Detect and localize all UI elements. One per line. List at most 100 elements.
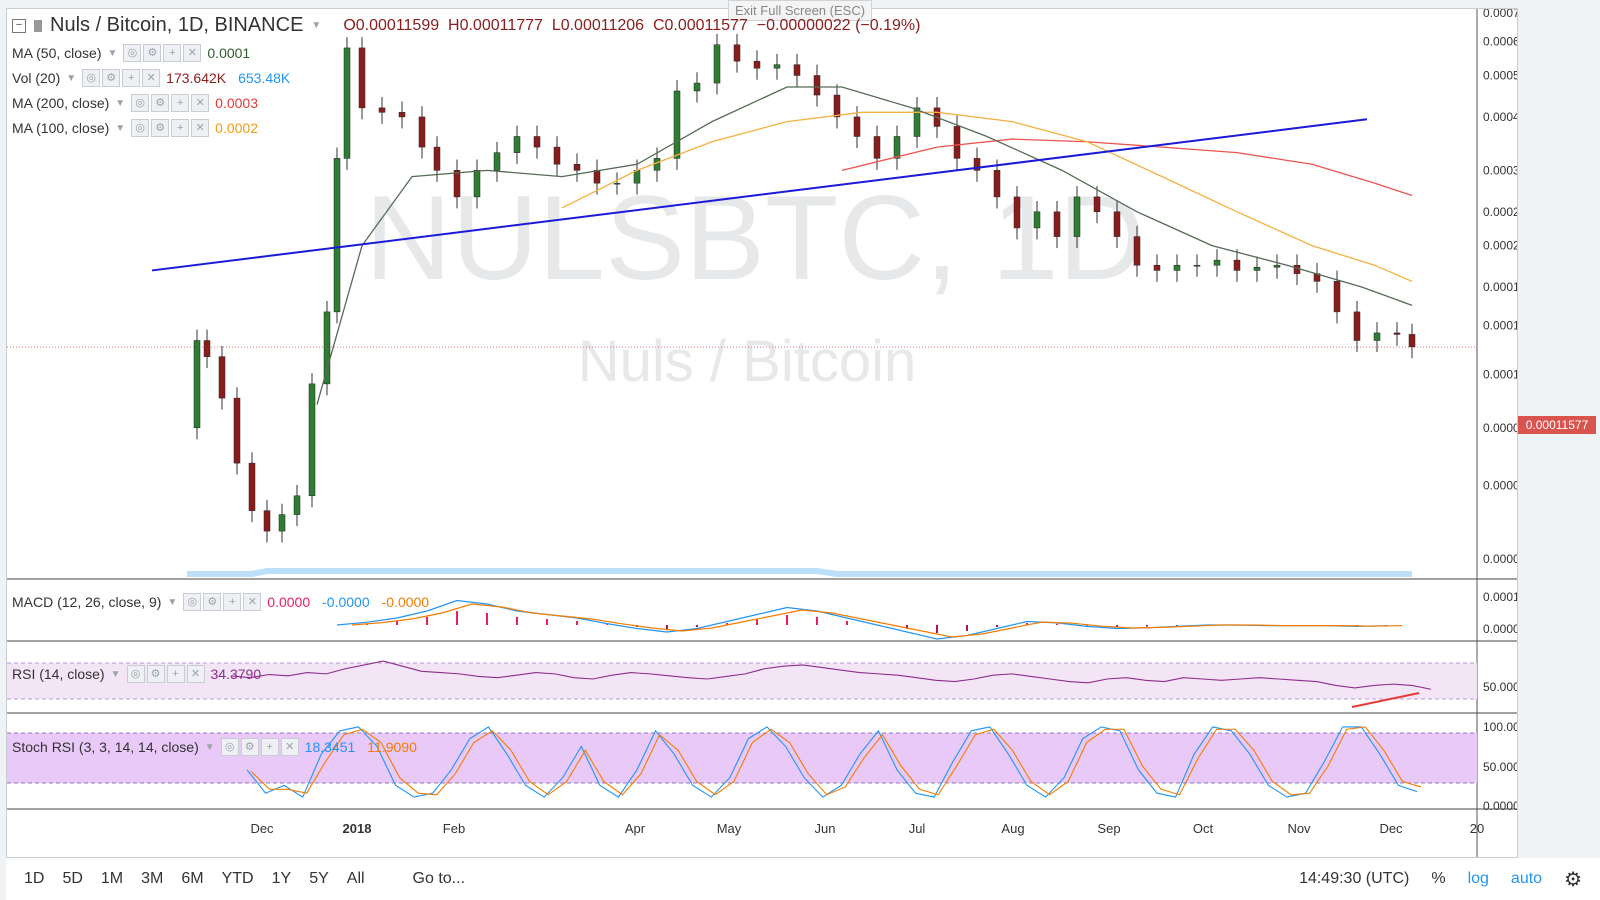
chart-svg: NULSBTC, 1D Nuls / Bitcoin 0.00070000 0.000…	[7, 9, 1517, 857]
current-price-label: 0.00011577	[1518, 416, 1596, 434]
indicator-tick-label: 50.0000	[1483, 680, 1517, 694]
eye-icon[interactable]: ◎	[123, 44, 142, 62]
candle-body	[418, 116, 426, 148]
chevron-down-icon[interactable]: ▼	[110, 668, 121, 680]
timeframe-1m[interactable]: 1M	[100, 870, 124, 887]
rsi-line	[230, 660, 1432, 690]
timeframe-all[interactable]: All	[346, 870, 365, 887]
candle-body	[913, 107, 921, 137]
collapse-icon[interactable]: –	[12, 18, 26, 33]
time-tick-label: 2018	[343, 821, 372, 836]
plus-icon[interactable]: +	[122, 69, 141, 87]
indicator-tick-label: 100.0000	[1483, 720, 1517, 734]
legend-ma200-label: MA (200, close)	[12, 95, 110, 111]
legend-ma50-label: MA (50, close)	[12, 45, 102, 61]
legend-ma200[interactable]: MA (200, close) ▼ ◎ ⚙ + ✕ 0.0003	[12, 94, 258, 112]
timeframe-1d[interactable]: 1D	[24, 870, 45, 887]
plus-icon[interactable]: +	[223, 593, 242, 611]
chevron-down-icon[interactable]: ▼	[107, 47, 118, 59]
candle-body	[653, 158, 661, 171]
indicator-tick-label: 0.0000	[1483, 622, 1517, 636]
timeframe-1y[interactable]: 1Y	[271, 870, 292, 887]
indicator-tick-label: 0.0000	[1483, 799, 1517, 813]
plus-icon[interactable]: +	[171, 119, 190, 137]
timeframe-6m[interactable]: 6M	[181, 870, 204, 887]
close-icon[interactable]: ✕	[142, 69, 161, 87]
candle-body	[1093, 196, 1101, 213]
time-tick-label: Apr	[625, 821, 646, 836]
eye-icon[interactable]: ◎	[183, 593, 202, 611]
candle-body	[453, 170, 461, 198]
candle-body	[1333, 281, 1341, 313]
time-tick-label: Feb	[443, 821, 465, 836]
gear-icon[interactable]: ⚙	[146, 665, 165, 683]
eye-icon[interactable]: ◎	[126, 665, 145, 683]
percent-toggle[interactable]: %	[1431, 870, 1446, 887]
close-icon[interactable]: ✕	[191, 94, 210, 112]
close-icon[interactable]: ✕	[186, 665, 205, 683]
price-tick-label: 0.00016000	[1483, 280, 1517, 294]
gear-icon[interactable]: ⚙	[240, 738, 259, 756]
legend-volume[interactable]: Vol (20) ▼ ◎ ⚙ + ✕ 173.642K 653.48K	[12, 69, 290, 87]
gear-icon[interactable]: ⚙	[203, 593, 222, 611]
plus-icon[interactable]: +	[166, 665, 185, 683]
legend-stoch[interactable]: Stoch RSI (3, 3, 14, 14, close) ▼ ◎ ⚙ + ✕ 1…	[12, 738, 417, 756]
chevron-down-icon[interactable]: ▼	[204, 741, 215, 753]
close-icon[interactable]: ✕	[243, 593, 262, 611]
price-tick-label: 0.00020000	[1483, 239, 1517, 253]
chevron-down-icon[interactable]: ▼	[115, 97, 126, 109]
chevron-down-icon[interactable]: ▼	[167, 596, 178, 608]
chart-area[interactable]: NULSBTC, 1D Nuls / Bitcoin 0.00070000 0.000…	[6, 8, 1518, 858]
close-icon[interactable]: ✕	[191, 119, 210, 137]
macd-value-3: -0.0000	[381, 594, 430, 610]
clock-readout[interactable]: 14:49:30 (UTC)	[1299, 870, 1410, 887]
timeframe-5d[interactable]: 5D	[62, 870, 83, 887]
chevron-down-icon[interactable]: ▼	[66, 72, 77, 84]
gear-icon[interactable]: ⚙	[143, 44, 162, 62]
plus-icon[interactable]: +	[171, 94, 190, 112]
gear-icon[interactable]: ⚙	[151, 94, 170, 112]
toolbar-right: 14:49:30 (UTC) % log auto ⚙	[1299, 858, 1582, 900]
log-toggle[interactable]: log	[1467, 870, 1489, 887]
candle-body	[1053, 211, 1061, 237]
close-icon[interactable]: ✕	[183, 44, 202, 62]
symbol-title[interactable]: Nuls / Bitcoin, 1D, BINANCE	[50, 14, 304, 36]
eye-icon[interactable]: ◎	[220, 738, 239, 756]
plus-icon[interactable]: +	[260, 738, 279, 756]
legend-controls: ◎ ⚙ + ✕	[126, 665, 205, 683]
timeframe-3m[interactable]: 3M	[141, 870, 164, 887]
goto-button[interactable]: Go to...	[412, 870, 466, 887]
close-icon[interactable]: ✕	[280, 738, 299, 756]
candle-body	[713, 44, 721, 84]
candle-body	[358, 47, 366, 109]
candle-body	[278, 514, 286, 532]
legend-rsi-label: RSI (14, close)	[12, 666, 105, 682]
gear-icon[interactable]: ⚙	[151, 119, 170, 137]
plus-icon[interactable]: +	[163, 44, 182, 62]
legend-ma100[interactable]: MA (100, close) ▼ ◎ ⚙ + ✕ 0.0002	[12, 119, 258, 137]
legend-ma50[interactable]: MA (50, close) ▼ ◎ ⚙ + ✕ 0.0001	[12, 44, 250, 62]
legend-rsi[interactable]: RSI (14, close) ▼ ◎ ⚙ + ✕ 34.3790	[12, 665, 261, 683]
chevron-down-icon[interactable]: ▼	[311, 20, 322, 31]
candle-body	[218, 356, 226, 399]
legend-macd[interactable]: MACD (12, 26, close, 9) ▼ ◎ ⚙ + ✕ 0.0000 -0…	[12, 593, 429, 611]
timeframe-ytd[interactable]: YTD	[221, 870, 254, 887]
candle-body	[1353, 311, 1361, 341]
gear-icon[interactable]: ⚙	[1564, 868, 1582, 891]
chart-title-row: – Nuls / Bitcoin, 1D, BINANCE ▼ O0.00011…	[12, 14, 920, 37]
candle-body	[513, 136, 521, 153]
ohlc-open: O0.00011599	[343, 16, 440, 34]
candle-body	[1293, 264, 1301, 274]
timeframe-5y[interactable]: 5Y	[309, 870, 329, 887]
chevron-down-icon[interactable]: ▼	[115, 122, 126, 134]
candle-body	[773, 64, 781, 69]
eye-icon[interactable]: ◎	[131, 119, 150, 137]
eye-icon[interactable]: ◎	[82, 69, 101, 87]
auto-toggle[interactable]: auto	[1510, 870, 1543, 887]
stoch-value-2: 11.9090	[367, 739, 417, 755]
exit-fullscreen-button[interactable]: Exit Full Screen (ESC)	[728, 0, 873, 21]
gear-icon[interactable]: ⚙	[102, 69, 121, 87]
candle-body	[853, 116, 861, 137]
eye-icon[interactable]: ◎	[131, 94, 150, 112]
time-tick-label: Nov	[1287, 821, 1311, 836]
